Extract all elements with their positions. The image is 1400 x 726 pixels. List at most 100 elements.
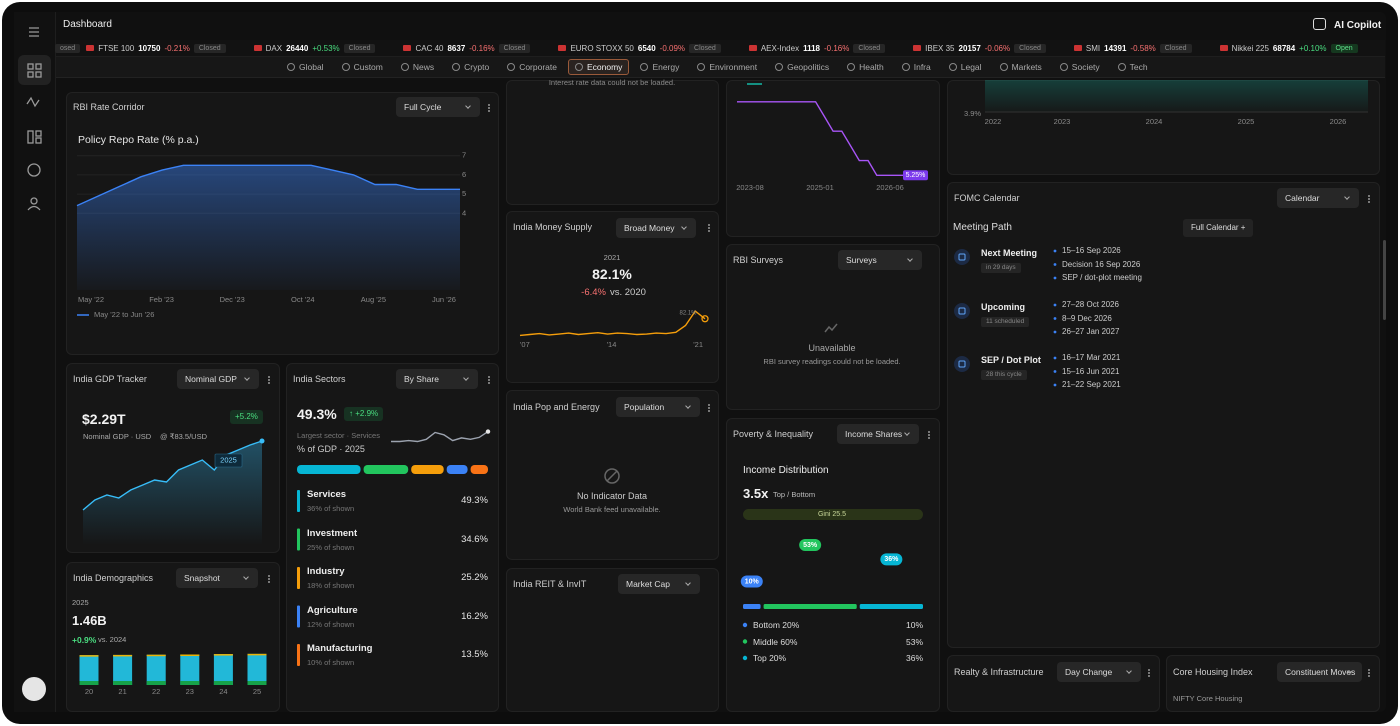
menu[interactable] (268, 379, 270, 381)
nav-active[interactable] (18, 55, 51, 85)
tab[interactable]: Society (1053, 59, 1107, 75)
menu[interactable] (928, 434, 930, 436)
y-tick-label: 6 (462, 170, 466, 179)
color-strip (297, 567, 300, 589)
menu[interactable] (1148, 672, 1150, 674)
empty-title: Unavailable (808, 343, 856, 353)
year: 2025 (72, 598, 89, 607)
panel-title: FOMC Calendar (954, 193, 1020, 203)
tab[interactable]: Legal (942, 59, 989, 75)
bar-top (180, 654, 200, 656)
tab-icon (697, 63, 706, 71)
ticker-change: +0.53% (312, 43, 340, 53)
line (82, 440, 263, 511)
group-badge: 28 this cycle (981, 370, 1027, 380)
panel-title: India Sectors (293, 374, 346, 384)
dropdown[interactable]: Snapshot (176, 568, 258, 588)
bar-base (213, 681, 233, 685)
button[interactable]: Full Calendar + (1183, 219, 1254, 237)
tab[interactable]: Tech (1111, 59, 1155, 75)
ticker-item: AEX-Index 1118 -0.16% Closed (748, 43, 886, 53)
ticker-name: SMI (1085, 43, 1101, 53)
caption: Nominal GDP · USD (83, 432, 152, 441)
copilot-icon[interactable] (1313, 18, 1326, 30)
dropdown[interactable]: Market Cap (618, 574, 700, 594)
end-label: 5.25% (906, 172, 926, 179)
x-tick-label: 24 (219, 687, 227, 696)
legend-label: May '22 to Jun '26 (94, 310, 154, 319)
tab-label: Tech (1129, 62, 1148, 72)
group-item: Decision 16 Sep 2026 (1062, 259, 1141, 269)
avatar[interactable] (22, 677, 46, 701)
message: Interest rate data could not be loaded. (548, 78, 676, 87)
legend-value: 10% (905, 620, 923, 630)
group-icon (954, 249, 970, 265)
tab[interactable]: Corporate (500, 59, 564, 75)
menu[interactable] (708, 407, 710, 409)
tab[interactable]: Energy (633, 59, 686, 75)
flag (748, 45, 757, 51)
caption: Top / Bottom (773, 490, 816, 499)
tab-label: Legal (960, 62, 982, 72)
group-item: 21–22 Sep 2021 (1062, 380, 1121, 389)
y-tick-label: 5 (462, 189, 466, 198)
bar (113, 654, 133, 685)
tab[interactable]: Environment (690, 59, 764, 75)
dropdown[interactable]: Broad Money (616, 218, 696, 238)
line (76, 164, 460, 207)
ticker-change: +0.10% (1299, 43, 1327, 53)
tab[interactable]: Custom (335, 59, 390, 75)
empty-note: RBI survey readings could not be loaded. (763, 357, 901, 366)
x-tick-label: Jun '26 (432, 295, 456, 304)
x-tick-label: 21 (118, 687, 126, 696)
bullet (1053, 330, 1057, 334)
tab[interactable]: Economy (568, 59, 630, 75)
menu[interactable] (1368, 198, 1370, 200)
legend-dot (742, 622, 748, 628)
bar (213, 654, 233, 685)
bubble-label: 53% (803, 542, 818, 549)
flag (1073, 45, 1082, 51)
bullet (1053, 249, 1057, 253)
bar-top (113, 654, 133, 657)
menu[interactable] (1368, 672, 1370, 674)
menu[interactable] (268, 578, 270, 580)
x-tick-label: 2025 (1237, 117, 1255, 126)
bar-base (247, 681, 267, 685)
panel-title: Realty & Infrastructure (954, 667, 1044, 677)
dropdown[interactable]: Population (616, 397, 700, 417)
tab-label: Markets (1011, 62, 1042, 72)
menu[interactable] (488, 379, 490, 381)
tab[interactable]: News (394, 59, 441, 75)
dropdown[interactable]: Full Cycle (396, 97, 480, 117)
x-tick-label: '14 (607, 340, 617, 349)
dropdown[interactable]: Constituent Moves (1277, 662, 1362, 682)
copilot-button[interactable]: AI Copilot (1334, 20, 1382, 31)
menu[interactable] (708, 227, 710, 229)
x-tick-label: 22 (152, 687, 160, 696)
empty-note: World Bank feed unavailable. (563, 505, 661, 514)
dropdown[interactable]: Income Shares (837, 424, 919, 444)
kpi-change: -6.4% (581, 287, 606, 298)
panel (506, 80, 719, 205)
ticker-item: Nikkei 225 68784 +0.10% Open (1219, 43, 1358, 53)
tab[interactable]: Global (280, 59, 331, 75)
dropdown[interactable]: Surveys (838, 250, 922, 270)
dropdown[interactable]: By Share (396, 369, 478, 389)
dropdown[interactable]: Nominal GDP (177, 369, 259, 389)
menu[interactable] (488, 107, 490, 109)
tab[interactable]: Health (840, 59, 891, 75)
tab[interactable]: Crypto (445, 59, 496, 75)
tab[interactable]: Geopolitics (768, 59, 836, 75)
dropdown[interactable]: Day Change (1057, 662, 1141, 682)
tab[interactable]: Infra (895, 59, 938, 75)
tab[interactable]: Markets (993, 59, 1049, 75)
scrollbar (1383, 240, 1386, 320)
dropdown[interactable]: Calendar (1277, 188, 1359, 208)
x-tick-label: 2024 (1145, 117, 1163, 126)
share-segment (743, 604, 761, 609)
line (737, 101, 903, 176)
bubble (880, 553, 903, 566)
tab-label: Corporate (519, 62, 557, 72)
